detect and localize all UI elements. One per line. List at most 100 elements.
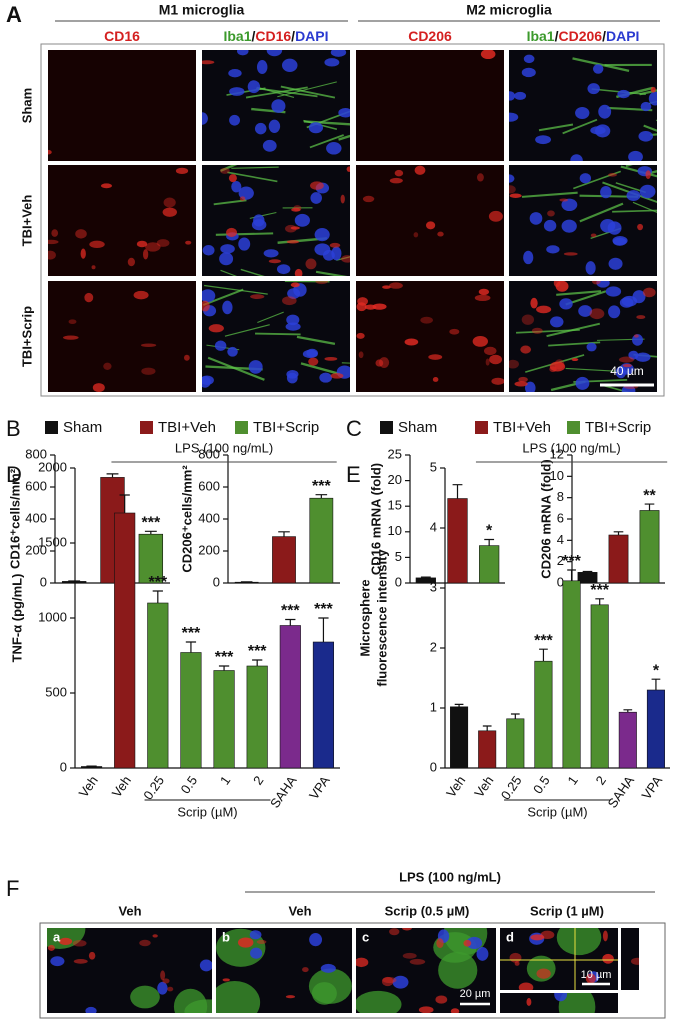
micrograph (216, 928, 352, 1013)
nucleus (546, 245, 560, 254)
error-bar (119, 494, 130, 513)
process (579, 202, 624, 223)
red-signal (356, 332, 365, 339)
y-tick-label: 200 (198, 542, 220, 557)
red-signal (483, 346, 497, 356)
red-signal (285, 995, 296, 999)
red-signal (362, 195, 375, 203)
legend-swatch (235, 421, 248, 434)
red-signal (530, 297, 538, 309)
panel-label: F (6, 876, 19, 901)
process (315, 270, 348, 276)
red-signal (228, 174, 237, 183)
legend-label: Sham (398, 419, 437, 436)
red-signal (145, 242, 161, 252)
nucleus (578, 305, 593, 317)
red-signal (346, 166, 350, 172)
nucleus (635, 352, 651, 362)
red-signal (141, 367, 156, 375)
nucleus (222, 300, 233, 315)
legend-swatch (475, 421, 488, 434)
error-bar (152, 590, 163, 603)
error-bar (484, 538, 495, 546)
nucleus (617, 89, 630, 99)
legend-label: TBI+Veh (493, 419, 551, 436)
red-signal (140, 343, 157, 348)
error-bar (218, 665, 230, 671)
error-bar (623, 709, 633, 713)
nucleus (561, 219, 577, 233)
y-axis-label: CD16⁺cells/mm² (7, 468, 22, 569)
red-signal (520, 345, 532, 354)
x-tick-label: SAHA (604, 773, 637, 811)
bar (246, 665, 268, 769)
red-signal (485, 358, 490, 366)
red-signal (435, 995, 448, 1004)
y-tick-label: 200 (25, 542, 47, 557)
red-signal (91, 265, 96, 270)
nucleus (605, 286, 622, 297)
nucleus (85, 1006, 97, 1013)
process (632, 201, 657, 214)
label-part: Iba1 (527, 28, 555, 44)
process (255, 87, 318, 98)
y-tick-label: 12 (550, 446, 564, 461)
nucleus (640, 101, 652, 112)
scale-bar-label: 40 µm (610, 364, 644, 378)
red-signal (530, 934, 545, 941)
column-label: Iba1/CD206/DAPI (527, 28, 640, 44)
label-part: CD16 (104, 28, 140, 44)
nucleus (330, 50, 347, 57)
cell-body (130, 985, 160, 1009)
bar (180, 652, 202, 769)
x-tick-label: 0.25 (140, 773, 167, 802)
micrograph (356, 50, 504, 161)
nucleus (575, 376, 590, 390)
red-signal (436, 938, 444, 949)
red-signal (84, 292, 94, 303)
nucleus (628, 150, 643, 161)
red-signal (536, 968, 551, 979)
error-bar (539, 648, 548, 662)
column-label: CD16 (104, 28, 140, 44)
nucleus (308, 122, 324, 134)
column-label: Iba1/CD16/DAPI (223, 28, 328, 44)
nucleus (228, 69, 242, 78)
red-signal (329, 242, 341, 248)
red-signal (589, 308, 605, 320)
nucleus (314, 243, 331, 256)
y-axis-label: CD206 mRNA (fold) (538, 459, 553, 578)
red-signal (449, 328, 460, 335)
y-tick-label: 4 (557, 532, 564, 547)
red-signal (414, 165, 426, 175)
nucleus (314, 228, 330, 242)
red-signal (418, 1006, 434, 1013)
group-title: M1 microglia (159, 2, 245, 18)
red-signal (372, 303, 387, 310)
process (556, 290, 602, 296)
red-signal (136, 240, 148, 248)
red-signal (402, 928, 412, 931)
cell-body (216, 981, 261, 1013)
red-signal (634, 334, 639, 338)
y-tick-label: 400 (198, 510, 220, 525)
nucleus (214, 340, 227, 351)
row-label: Sham (19, 88, 34, 123)
nucleus (338, 107, 350, 118)
y-tick-label: 5 (395, 549, 402, 564)
red-signal (637, 223, 644, 231)
scale-bar-label: 10 µm (581, 969, 612, 981)
red-signal (585, 973, 596, 984)
process (220, 165, 238, 172)
process (639, 89, 657, 96)
red-signal (450, 1008, 460, 1013)
red-signal (286, 240, 299, 244)
red-signal (92, 383, 105, 392)
nucleus (219, 252, 234, 266)
process (224, 324, 270, 337)
x-tick-label: VPA (306, 773, 333, 802)
red-signal (642, 287, 656, 298)
red-signal (220, 167, 230, 174)
micrograph (356, 165, 504, 276)
nucleus (202, 245, 215, 256)
